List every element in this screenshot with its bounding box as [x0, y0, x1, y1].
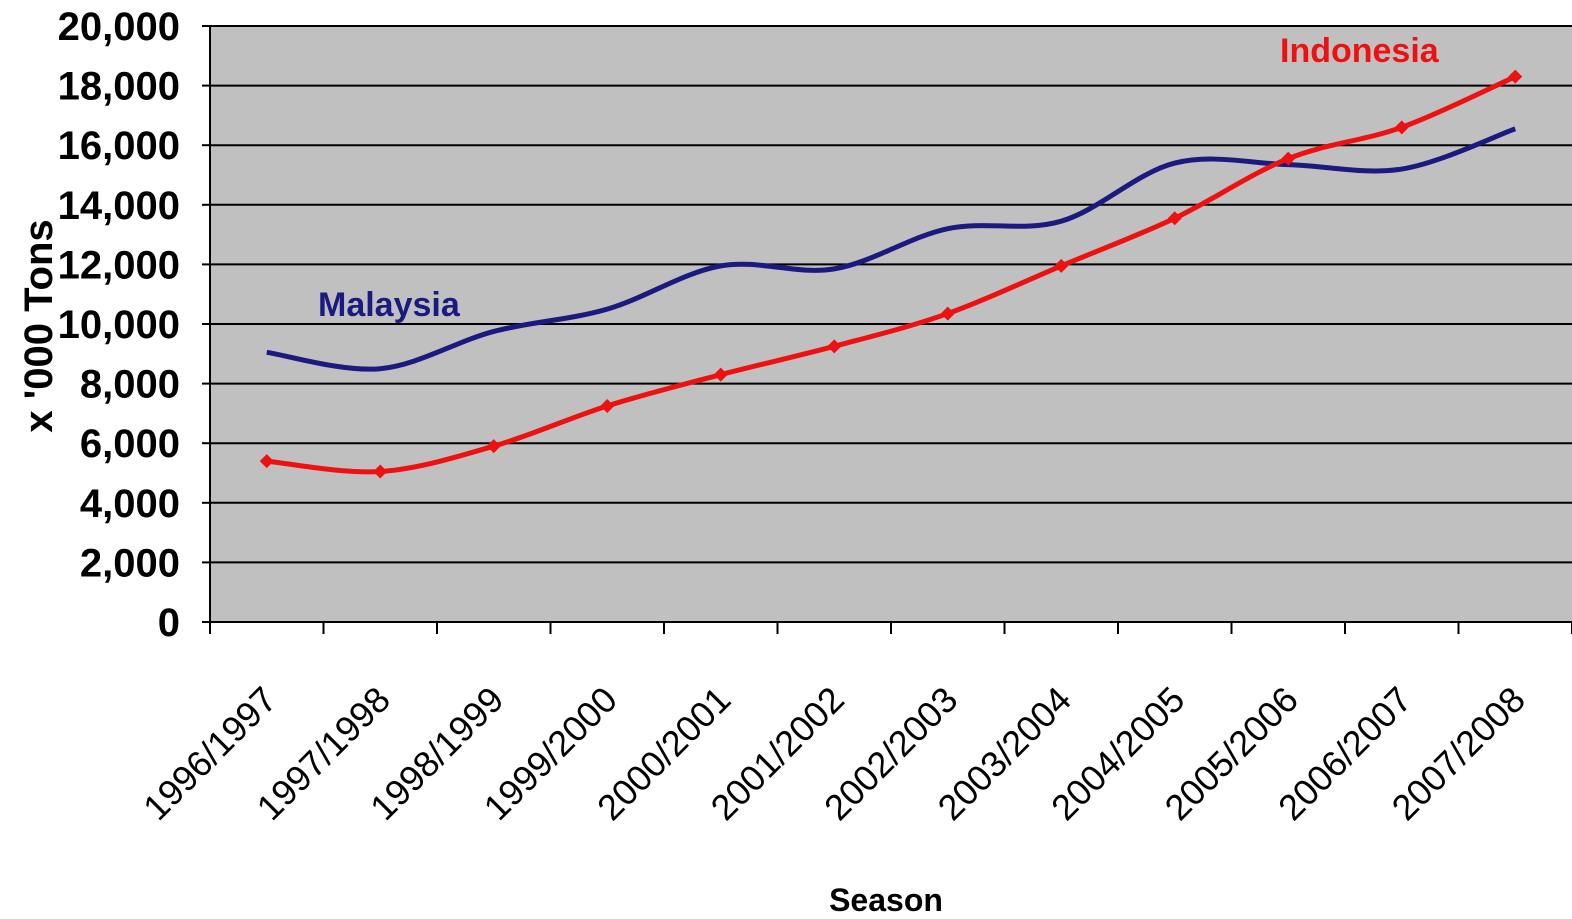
y-axis-title: x '000 Tons — [17, 219, 61, 432]
y-tick-label: 20,000 — [58, 5, 180, 49]
x-axis-title: Season — [829, 882, 943, 918]
data-point-indonesia — [1167, 211, 1182, 226]
data-point-indonesia — [1054, 258, 1069, 273]
data-point-indonesia — [1394, 120, 1409, 135]
y-tick-label: 4,000 — [80, 482, 180, 526]
y-tick-label: 18,000 — [58, 65, 180, 109]
data-point-indonesia — [940, 306, 955, 321]
series-label-indonesia: Indonesia — [1280, 32, 1440, 70]
data-point-indonesia — [259, 454, 274, 469]
data-point-indonesia — [373, 464, 388, 479]
series-line-malaysia — [266, 126, 1517, 372]
data-point-indonesia — [486, 439, 501, 454]
y-tick-label: 12,000 — [58, 243, 180, 287]
axes — [202, 25, 1572, 634]
y-tick-label: 0 — [158, 601, 180, 645]
y-tick-label: 2,000 — [80, 541, 180, 585]
gridlines — [210, 25, 1572, 564]
y-tick-label: 6,000 — [80, 422, 180, 466]
y-tick-label: 14,000 — [58, 184, 180, 228]
series-label-malaysia: Malaysia — [318, 286, 461, 324]
data-point-indonesia — [1281, 151, 1296, 166]
series — [259, 69, 1523, 479]
data-point-indonesia — [600, 398, 615, 413]
y-tick-label: 16,000 — [58, 124, 180, 168]
data-point-indonesia — [713, 367, 728, 382]
y-tick-label: 10,000 — [58, 303, 180, 347]
data-point-indonesia — [827, 339, 842, 354]
data-point-indonesia — [1508, 69, 1523, 84]
y-tick-label: 8,000 — [80, 363, 180, 407]
